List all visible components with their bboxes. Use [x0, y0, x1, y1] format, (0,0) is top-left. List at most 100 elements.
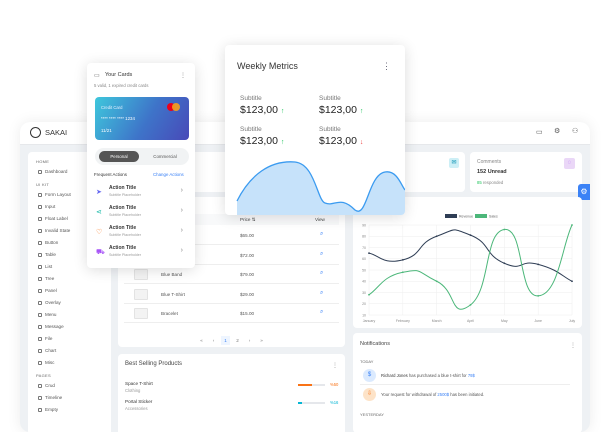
sidebar-item-file[interactable]: File: [38, 336, 52, 341]
product-category: Clothing: [125, 388, 141, 393]
legend-swatch[interactable]: [445, 214, 457, 218]
action-item[interactable]: ⋖ Action Title Subtitle Placeholder ›: [93, 204, 189, 223]
action-item[interactable]: ➤ Action Title Subtitle Placeholder ›: [93, 184, 189, 203]
sidebar-item-empty[interactable]: Empty: [38, 407, 58, 412]
data-point[interactable]: [368, 293, 370, 296]
x-tick-label: January: [363, 319, 376, 323]
progress-bar: [298, 384, 325, 386]
sidebar-item-message[interactable]: Message: [38, 324, 64, 329]
last-page-button[interactable]: »: [260, 338, 263, 343]
data-point[interactable]: [503, 262, 506, 265]
toggle-commercial[interactable]: Commercial: [153, 154, 177, 159]
product-price: $65.00: [240, 233, 255, 238]
more-icon[interactable]: ⋮: [382, 61, 391, 71]
data-point[interactable]: [368, 252, 370, 255]
data-point[interactable]: [503, 228, 506, 231]
first-page-button[interactable]: «: [200, 338, 203, 343]
data-point[interactable]: [435, 235, 438, 238]
sidebar-item-list[interactable]: List: [38, 264, 52, 269]
menu-icon: [38, 312, 42, 317]
product-price: $29.00: [240, 291, 255, 297]
product-name: Space T-Shirt: [125, 381, 153, 386]
progress-bar: [298, 402, 325, 404]
credit-card[interactable]: Credit Card **** **** **** 1234 11/21: [95, 97, 189, 140]
search-icon[interactable]: ⌕: [320, 270, 324, 276]
sidebar-item-timeline[interactable]: Timeline: [38, 395, 62, 400]
change-actions-link[interactable]: Change Actions: [153, 172, 184, 177]
sidebar-item-label: Empty: [45, 407, 59, 412]
more-icon[interactable]: ⋮: [180, 73, 186, 79]
menu-icon: [38, 383, 42, 388]
share-icon: ⋖: [96, 209, 102, 216]
prev-page-button[interactable]: ‹: [212, 338, 215, 343]
card-number: **** **** **** 1234: [101, 116, 135, 121]
sidebar-item-tree[interactable]: Tree: [38, 276, 54, 281]
stat-card-comments: Comments 152 Unread 85 responded ◌: [470, 152, 582, 192]
metric-value: $123,00: [319, 104, 357, 116]
sidebar-item-panel[interactable]: Panel: [38, 288, 57, 293]
page-button[interactable]: 2: [236, 338, 239, 343]
data-point[interactable]: [435, 280, 438, 283]
data-point[interactable]: [537, 263, 540, 266]
sidebar-item-label: File: [45, 336, 53, 341]
data-point[interactable]: [401, 271, 404, 274]
sidebar-item-button[interactable]: Button: [38, 240, 58, 245]
data-point[interactable]: [401, 258, 404, 261]
data-point[interactable]: [571, 280, 573, 283]
sidebar-item-label: Chart: [45, 348, 57, 353]
sidebar-item-form-layout[interactable]: Form Layout: [38, 192, 71, 197]
settings-icon[interactable]: ⚙: [554, 128, 561, 135]
more-icon[interactable]: ⋮: [332, 363, 338, 369]
sidebar-item-label: Misc: [45, 360, 55, 365]
sidebar-item-label: Input: [45, 204, 56, 209]
sidebar-item-overlay[interactable]: Overlay: [38, 300, 61, 305]
table-row: Blue Band $79.00 ⌕: [124, 265, 339, 284]
arrow-up-icon: ↑: [280, 139, 285, 146]
menu-icon: [38, 360, 42, 365]
y-tick-label: 50: [362, 268, 366, 272]
search-icon[interactable]: ⌕: [320, 309, 324, 315]
calendar-icon[interactable]: ▭: [536, 129, 543, 136]
data-point[interactable]: [469, 234, 472, 237]
menu-icon: [38, 192, 42, 197]
sidebar-item-invalid-state[interactable]: Invalid State: [38, 228, 70, 233]
search-icon[interactable]: ⌕: [320, 289, 324, 296]
panel-subtitle: 5 valid, 1 expired credit cards: [94, 83, 149, 88]
y-tick-label: 80: [362, 235, 366, 239]
action-item[interactable]: ♡ Action Title Subtitle Placeholder ›: [93, 224, 189, 243]
sidebar-item-misc[interactable]: Misc: [38, 360, 54, 365]
search-icon[interactable]: ⌕: [320, 250, 324, 257]
sidebar-item-menu[interactable]: Menu: [38, 312, 57, 317]
mastercard-logo: [167, 103, 175, 111]
data-point[interactable]: [571, 224, 573, 226]
sidebar-item-crud[interactable]: Crud: [38, 383, 55, 388]
arrow-up-icon: ↑: [280, 108, 285, 115]
sidebar-item-float-label[interactable]: Float Label: [38, 216, 68, 221]
more-icon[interactable]: ⋮: [570, 343, 576, 349]
panel-title: Your Cards: [105, 72, 133, 78]
metric: Subtitle $123,00 ↑: [240, 95, 284, 116]
next-page-button[interactable]: ›: [248, 338, 251, 343]
data-point[interactable]: [469, 303, 472, 306]
notification-item: $ Richard Jones has purchased a blue t-s…: [360, 367, 570, 385]
chevron-right-icon: ›: [180, 187, 183, 194]
sidebar-item-table[interactable]: Table: [38, 252, 56, 257]
menu-icon: [38, 407, 42, 412]
toggle-personal[interactable]: Personal: [99, 151, 139, 162]
config-gear-button[interactable]: ⚙: [578, 184, 590, 200]
sidebar-item-dashboard[interactable]: Dashboard: [38, 169, 67, 174]
action-item[interactable]: ⛟ Action Title Subtitle Placeholder ›: [93, 244, 189, 263]
data-point[interactable]: [537, 294, 540, 297]
search-icon[interactable]: ⌕: [320, 231, 324, 237]
sidebar-item-label: Tree: [45, 276, 55, 281]
user-icon[interactable]: ⚇: [572, 128, 579, 135]
col-price-header[interactable]: Price ⇅: [240, 217, 256, 222]
legend-swatch[interactable]: [475, 214, 487, 218]
notification-link[interactable]: 79$: [467, 373, 475, 378]
notification-link[interactable]: 2500$: [437, 392, 450, 397]
y-tick-label: 10: [362, 313, 366, 317]
page-button[interactable]: 1: [221, 336, 230, 345]
sidebar-item-input[interactable]: Input: [38, 204, 55, 209]
metric-subtitle: Subtitle: [240, 126, 262, 133]
sidebar-item-chart[interactable]: Chart: [38, 348, 56, 353]
